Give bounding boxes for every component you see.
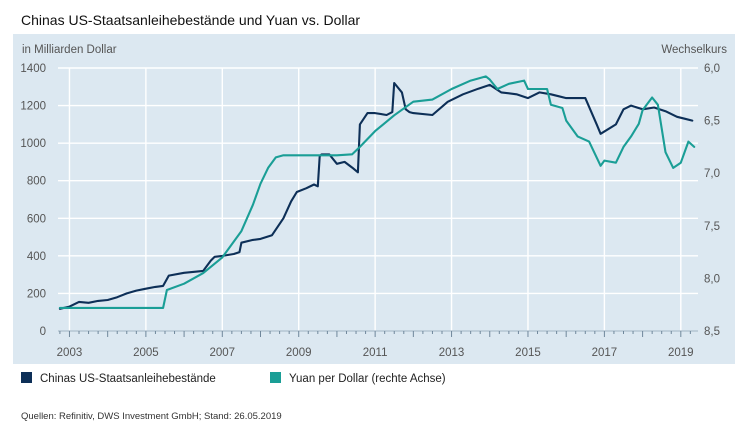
left-axis-tick-label: 1400 (20, 63, 46, 75)
x-axis-tick-label: 2017 (592, 347, 618, 359)
plot-background (13, 34, 735, 364)
legend-label-yuan: Yuan per Dollar (rechte Achse) (289, 373, 446, 385)
right-axis-tick-label: 6,5 (704, 116, 720, 128)
x-axis-tick-label: 2005 (133, 347, 159, 359)
x-axis-tick-label: 2009 (286, 347, 312, 359)
right-axis-tick-label: 7,0 (704, 168, 720, 180)
x-axis-tick-label: 2013 (439, 347, 465, 359)
x-axis-tick-label: 2015 (515, 347, 541, 359)
left-axis-title: in Milliarden Dollar (22, 44, 117, 56)
right-axis-title: Wechselkurs (661, 44, 727, 56)
x-axis-tick-label: 2011 (363, 347, 388, 359)
left-axis-tick-label: 1000 (20, 138, 46, 150)
left-axis-tick-label: 200 (27, 288, 46, 300)
legend-label-holdings: Chinas US-Staatsanleihebestände (40, 373, 216, 385)
right-axis-tick-label: 7,5 (704, 221, 720, 233)
left-axis-tick-label: 400 (27, 251, 46, 263)
right-axis-tick-label: 6,0 (704, 63, 720, 75)
right-axis-tick-label: 8,5 (704, 326, 720, 338)
legend-swatch-yuan (270, 372, 281, 383)
left-axis-tick-label: 0 (40, 326, 46, 338)
left-axis-tick-label: 600 (27, 213, 46, 225)
source-note: Quellen: Refinitiv, DWS Investment GmbH;… (21, 411, 282, 422)
left-axis-tick-label: 1200 (20, 101, 46, 113)
chart-title: Chinas US-Staatsanleihebestände und Yuan… (21, 12, 361, 28)
left-axis-tick-label: 800 (27, 176, 46, 188)
right-axis-tick-label: 8,0 (704, 273, 720, 285)
legend-swatch-holdings (21, 372, 32, 383)
series-line-yuan (58, 75, 696, 309)
x-axis-tick-label: 2019 (668, 347, 694, 359)
x-axis-tick-label: 2007 (210, 347, 236, 359)
x-axis-tick-label: 2003 (57, 347, 83, 359)
series-line-holdings (58, 81, 694, 310)
